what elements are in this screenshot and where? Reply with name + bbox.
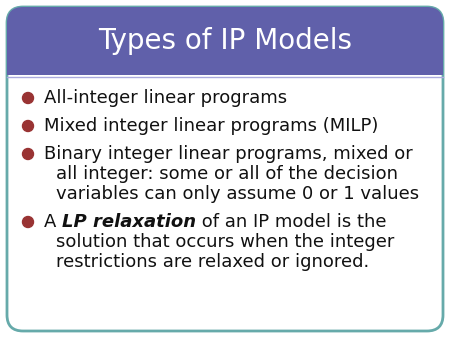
- Circle shape: [22, 148, 33, 160]
- Bar: [7, 23, 443, 75]
- Text: LP relaxation: LP relaxation: [62, 213, 196, 231]
- Text: Mixed integer linear programs (MILP): Mixed integer linear programs (MILP): [44, 117, 378, 135]
- Text: of an IP model is the: of an IP model is the: [196, 213, 387, 231]
- Circle shape: [22, 93, 33, 103]
- Circle shape: [22, 121, 33, 131]
- Text: all integer: some or all of the decision: all integer: some or all of the decision: [56, 165, 398, 183]
- Text: variables can only assume 0 or 1 values: variables can only assume 0 or 1 values: [56, 185, 419, 203]
- Circle shape: [22, 217, 33, 227]
- Text: Binary integer linear programs, mixed or: Binary integer linear programs, mixed or: [44, 145, 413, 163]
- FancyBboxPatch shape: [7, 7, 443, 75]
- FancyBboxPatch shape: [7, 7, 443, 331]
- Text: solution that occurs when the integer: solution that occurs when the integer: [56, 233, 394, 251]
- Text: All-integer linear programs: All-integer linear programs: [44, 89, 287, 107]
- Text: restrictions are relaxed or ignored.: restrictions are relaxed or ignored.: [56, 253, 369, 271]
- Text: Types of IP Models: Types of IP Models: [98, 27, 352, 55]
- Text: A: A: [44, 213, 62, 231]
